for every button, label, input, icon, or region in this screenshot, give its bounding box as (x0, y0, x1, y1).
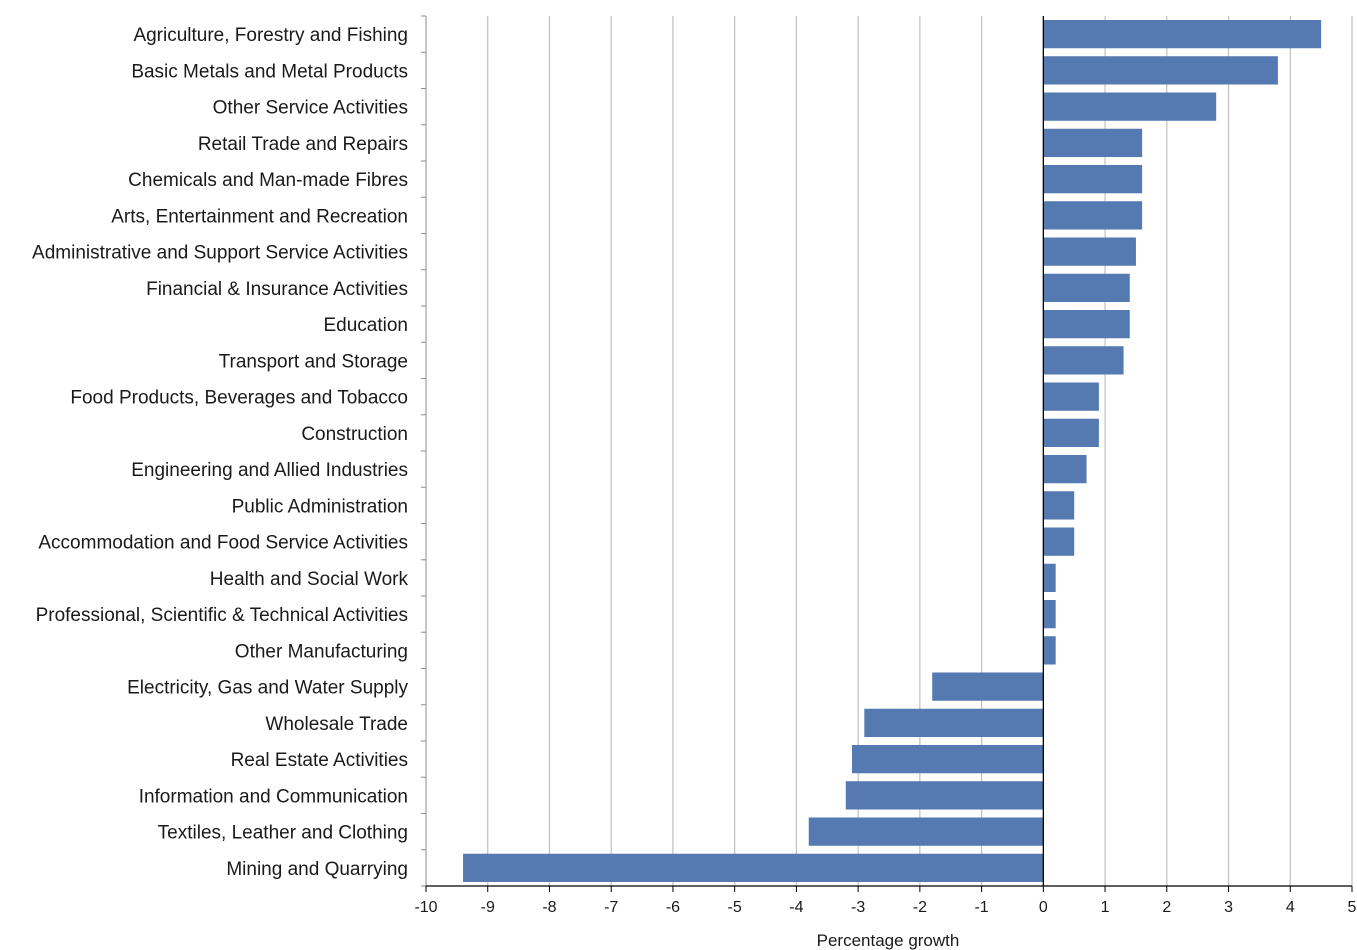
x-tick-label: -10 (414, 899, 437, 916)
category-label: Mining and Quarrying (226, 859, 408, 880)
x-tick-labels: -10 -9 -8 -7 -6 -5 -4 -3 -2 -1 0 1 2 3 4 5 (414, 899, 1356, 916)
bar (1043, 92, 1217, 121)
x-tick-label: -3 (851, 899, 865, 916)
category-label: Retail Trade and Repairs (198, 134, 408, 155)
category-label: Construction (301, 424, 408, 445)
bar (851, 744, 1044, 774)
x-tick-label: -9 (481, 899, 495, 916)
bar (1043, 201, 1143, 230)
category-label: Education (323, 315, 408, 336)
category-label: Arts, Entertainment and Recreation (111, 206, 408, 227)
x-axis-title: Percentage growth (817, 931, 960, 950)
bar (1043, 563, 1056, 593)
x-tick-label: 1 (1101, 899, 1110, 916)
bar (1043, 527, 1075, 556)
x-tick-label: 5 (1348, 899, 1357, 916)
bar (932, 672, 1044, 701)
bar (1043, 382, 1099, 411)
x-tick-label: -1 (974, 899, 988, 916)
bar (1043, 599, 1056, 629)
x-tick-label: 3 (1224, 899, 1233, 916)
bar (1043, 418, 1099, 448)
category-label: Administrative and Support Service Activ… (32, 243, 408, 264)
bar (864, 708, 1044, 738)
bars (463, 19, 1322, 883)
category-label: Wholesale Trade (265, 714, 408, 735)
x-tick-label: -7 (604, 899, 618, 916)
bar (845, 781, 1044, 810)
bar (1043, 636, 1056, 665)
category-label: Other Service Activities (213, 98, 408, 119)
x-tick-label: 2 (1162, 899, 1171, 916)
category-label: Public Administration (232, 496, 408, 517)
bar (1043, 346, 1124, 375)
category-label: Other Manufacturing (235, 641, 408, 662)
bar (1043, 19, 1322, 49)
bar (1043, 491, 1075, 520)
axes (421, 15, 1353, 892)
category-label: Electricity, Gas and Water Supply (127, 678, 408, 699)
category-label: Transport and Storage (219, 351, 408, 372)
category-label: Basic Metals and Metal Products (131, 61, 408, 82)
x-tick-label: -4 (789, 899, 803, 916)
category-label: Information and Communication (139, 786, 408, 807)
category-label: Agriculture, Forestry and Fishing (133, 25, 408, 46)
bar (1043, 56, 1278, 85)
category-label: Financial & Insurance Activities (146, 279, 408, 300)
x-tick-label: -2 (913, 899, 927, 916)
category-label: Food Products, Beverages and Tobacco (70, 388, 408, 409)
x-tick-label: 4 (1286, 899, 1295, 916)
category-label: Textiles, Leather and Clothing (158, 823, 408, 844)
category-label: Health and Social Work (210, 569, 409, 590)
bar (1043, 309, 1130, 339)
x-tick-label: -8 (542, 899, 556, 916)
bar (1043, 237, 1136, 266)
bar (1043, 164, 1143, 194)
category-label: Chemicals and Man-made Fibres (128, 170, 408, 191)
category-label: Professional, Scientific & Technical Act… (36, 605, 408, 626)
x-tick-label: -5 (728, 899, 742, 916)
bar (1043, 273, 1130, 303)
gridlines (487, 16, 1353, 886)
bar (463, 853, 1044, 883)
category-label: Accommodation and Food Service Activitie… (38, 533, 408, 554)
x-tick-label: 0 (1039, 899, 1048, 916)
category-label: Real Estate Activities (231, 750, 408, 771)
bar (1043, 128, 1143, 158)
bar (1043, 454, 1087, 484)
category-labels: Agriculture, Forestry and Fishing Basic M… (32, 25, 408, 880)
x-tick-label: -6 (666, 899, 680, 916)
bar (808, 817, 1044, 846)
category-label: Engineering and Allied Industries (131, 460, 408, 481)
